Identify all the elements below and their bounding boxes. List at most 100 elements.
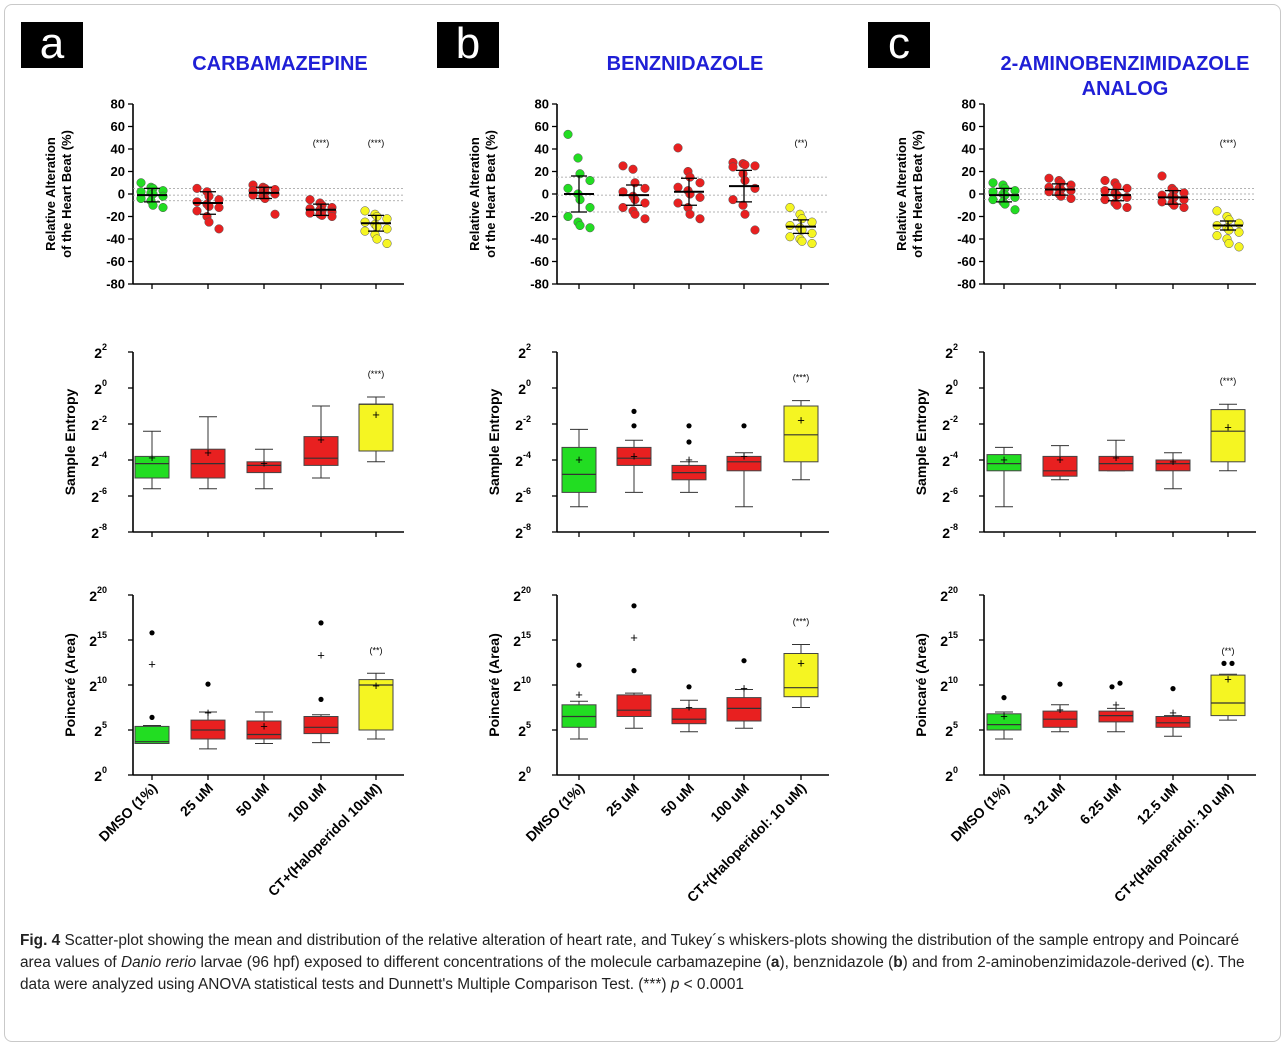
y-tick-exponent: 20 <box>521 585 531 595</box>
data-point <box>1224 238 1234 249</box>
caption-text-1: Scatter-plot showing the mean and distri… <box>20 932 1240 971</box>
y-tick-label: 80 <box>535 97 549 112</box>
y-tick-exponent: 2 <box>102 342 107 352</box>
box <box>1155 459 1191 472</box>
panel-title-c-line2: ANALOG <box>1081 78 1169 100</box>
box <box>358 679 394 731</box>
y-axis-title: Sample Entropy <box>486 389 502 496</box>
mean-marker: + <box>260 718 268 733</box>
caption-fig-label: Fig. 4 <box>20 932 61 949</box>
mean-marker: + <box>575 687 583 702</box>
data-point <box>685 209 695 219</box>
data-point <box>740 209 750 219</box>
data-point <box>807 238 817 249</box>
significance-label: (**) <box>370 645 383 655</box>
y-tick-label: 20 <box>94 378 107 397</box>
y-tick-label: 22 <box>518 342 531 361</box>
data-point <box>1044 173 1054 183</box>
outlier-point <box>149 714 155 721</box>
x-category-label: 100 uM <box>707 780 752 825</box>
y-tick-exponent: -6 <box>523 486 531 496</box>
data-point <box>1212 206 1222 216</box>
data-point <box>728 195 738 205</box>
data-point <box>750 161 760 171</box>
y-tick-exponent: 5 <box>102 720 107 730</box>
outlier-point <box>318 696 324 703</box>
outlier-point <box>149 630 155 636</box>
y-axis-title-line: Relative Alteration <box>43 137 58 251</box>
outlier-point <box>1057 681 1063 687</box>
data-point <box>270 209 280 219</box>
caption-ref-a: a <box>770 954 780 971</box>
y-tick-exponent: 15 <box>948 630 958 640</box>
mean-marker: + <box>1224 672 1232 687</box>
data-point <box>372 234 382 244</box>
data-point <box>1169 200 1179 210</box>
y-tick-label: 2-6 <box>91 486 107 505</box>
y-tick-exponent: -2 <box>523 414 531 424</box>
y-tick-label: 25 <box>945 720 958 739</box>
data-point <box>640 198 650 208</box>
significance-label: (**) <box>795 138 808 148</box>
outlier-point <box>631 668 637 674</box>
y-tick-exponent: 2 <box>526 342 531 352</box>
data-point <box>1179 202 1189 213</box>
box <box>783 405 819 463</box>
x-category-label: 6.25 uM <box>1076 780 1124 828</box>
mean-marker: + <box>1056 452 1064 467</box>
y-tick-label: 2-8 <box>515 522 531 541</box>
data-point <box>695 214 705 224</box>
data-point <box>585 202 595 213</box>
data-point <box>158 202 168 213</box>
x-category-label: 50 uM <box>658 780 697 819</box>
x-category-label: 100 uM <box>284 780 329 825</box>
data-point <box>270 189 280 199</box>
outlier-point <box>1001 695 1007 701</box>
y-tick-exponent: 0 <box>102 765 107 775</box>
caption-text-6: < 0.0001 <box>679 976 744 993</box>
caption-p: p <box>670 976 680 993</box>
panel-label-c: c <box>868 22 930 68</box>
outlier-point <box>686 684 692 690</box>
data-point <box>327 211 337 222</box>
data-point <box>988 178 998 188</box>
box <box>783 653 819 698</box>
outlier-point <box>631 603 637 609</box>
significance-label: (**) <box>1222 646 1235 656</box>
box <box>671 707 707 725</box>
box <box>358 403 394 452</box>
heart-plot-a: 80 60 40 20 0 -20 -40 -60 -80 (***) (***) Relative … <box>43 97 404 292</box>
y-tick-label: 40 <box>535 142 549 157</box>
caption-text-2: larvae (96 hpf) exposed to different con… <box>196 954 771 971</box>
data-point <box>1157 171 1167 181</box>
y-tick-exponent: 10 <box>948 675 958 685</box>
data-point <box>360 206 370 216</box>
y-tick-exponent: -8 <box>523 522 531 532</box>
data-point <box>585 175 595 186</box>
data-point <box>1212 231 1222 241</box>
y-tick-exponent: -6 <box>99 486 107 496</box>
mean-marker: + <box>740 448 748 463</box>
data-point <box>785 232 795 242</box>
data-point <box>563 183 573 193</box>
y-tick-label: 2-4 <box>91 450 107 469</box>
outlier-point <box>1229 660 1235 667</box>
box <box>303 436 339 466</box>
y-tick-label: 220 <box>89 585 107 604</box>
poincare-plot-b: 220 215 210 25 20 + + + + + (***) Poincaré (Area) DM… <box>486 585 829 905</box>
y-tick-exponent: 20 <box>948 585 958 595</box>
y-tick-label: 20 <box>945 378 958 397</box>
data-point <box>797 236 807 246</box>
outlier-point <box>576 662 582 668</box>
significance-label: (***) <box>1220 138 1237 148</box>
caption-ref-b: b <box>893 954 903 971</box>
mean-marker: + <box>1000 709 1008 724</box>
data-point <box>563 211 573 222</box>
significance-label: (***) <box>313 138 330 148</box>
y-tick-exponent: 10 <box>521 675 531 685</box>
data-point <box>382 238 392 249</box>
outlier-point <box>741 423 747 429</box>
y-axis-title: Sample Entropy <box>913 389 929 496</box>
mean-marker: + <box>630 448 638 463</box>
data-point <box>685 172 695 182</box>
